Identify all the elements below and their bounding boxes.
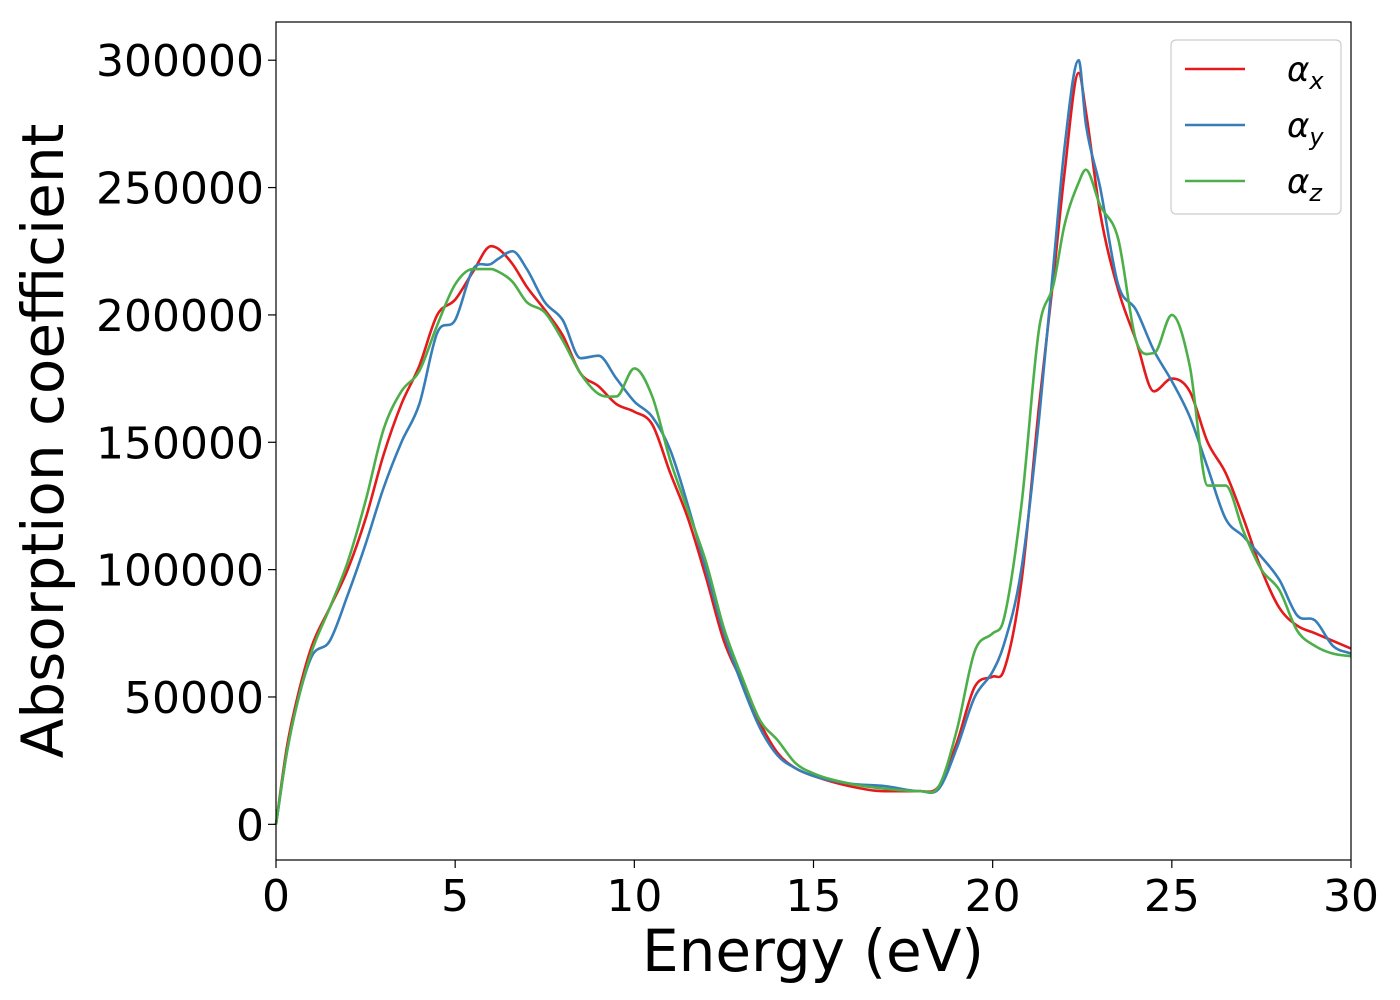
y-tick-label: 0 xyxy=(236,800,264,851)
y-tick-label: 100000 xyxy=(96,546,264,597)
legend-label-z: αz xyxy=(1287,162,1323,207)
y-tick-label: 150000 xyxy=(96,418,264,469)
y-axis-label: Absorption coefficient xyxy=(9,124,77,759)
x-tick-label: 30 xyxy=(1323,871,1379,922)
series-lines xyxy=(274,58,1352,825)
x-tick-label: 0 xyxy=(262,871,290,922)
x-axis-label: Energy (eV) xyxy=(642,917,984,985)
x-tick-label: 15 xyxy=(786,871,842,922)
legend: αx αy αz xyxy=(1170,39,1342,215)
legend-label-x: αx xyxy=(1287,50,1324,95)
x-tick-label: 10 xyxy=(606,871,662,922)
legend-box xyxy=(1170,39,1342,215)
x-tick-label: 5 xyxy=(441,871,469,922)
y-tick-label: 200000 xyxy=(96,291,264,342)
y-tick-label: 250000 xyxy=(96,164,264,215)
y-tick-label: 300000 xyxy=(96,36,264,87)
series-line-y xyxy=(274,58,1352,825)
x-tick-label: 20 xyxy=(965,871,1021,922)
series-line-z xyxy=(274,168,1352,825)
axis-ticks: 0 5 10 15 20 25 30 0 50000 100000 150000 200000 2500… xyxy=(96,36,1379,922)
x-tick-label: 25 xyxy=(1144,871,1200,922)
y-tick-label: 50000 xyxy=(124,673,264,724)
legend-label-y: αy xyxy=(1287,106,1324,151)
